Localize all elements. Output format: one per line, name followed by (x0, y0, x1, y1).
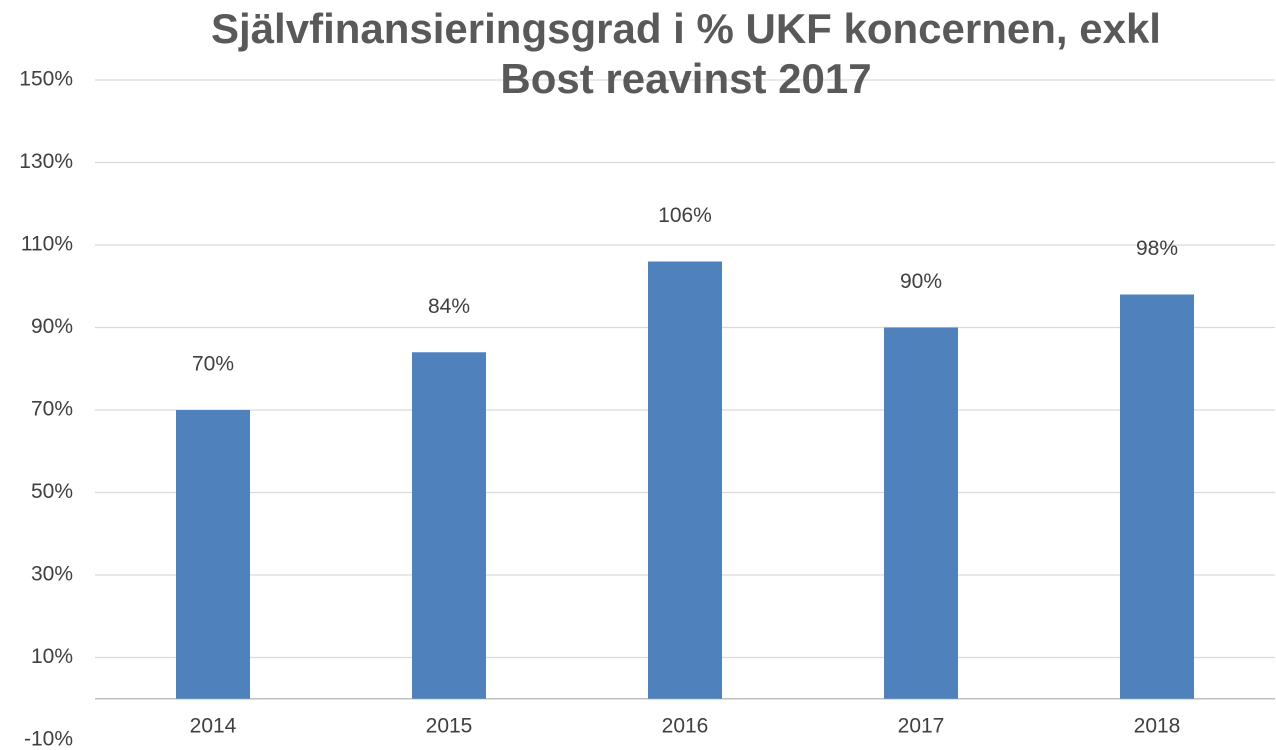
y-tick-label: 30% (31, 563, 73, 586)
data-label: 106% (658, 204, 712, 227)
chart-title: Självfinansieringsgrad i % UKF koncernen… (211, 5, 1161, 102)
y-tick-label: -10% (24, 728, 73, 750)
y-tick-label: 110% (21, 233, 73, 256)
y-tick-label: 70% (31, 398, 73, 421)
x-tick-label: 2014 (190, 715, 237, 738)
bar (412, 352, 486, 699)
y-tick-label: 50% (31, 480, 73, 503)
x-tick-label: 2015 (426, 715, 473, 738)
data-label: 84% (428, 295, 470, 318)
data-label: 70% (192, 353, 234, 376)
y-tick-label: 10% (31, 645, 73, 668)
y-tick-label: 130% (19, 150, 73, 173)
data-label: 98% (1136, 237, 1178, 260)
bar (1120, 294, 1194, 699)
bar (884, 327, 958, 699)
bar (648, 261, 722, 699)
x-tick-label: 2018 (1134, 715, 1181, 738)
y-tick-label: 90% (31, 315, 73, 338)
y-tick-label: 150% (19, 68, 73, 91)
x-tick-label: 2016 (662, 715, 709, 738)
bar (176, 410, 250, 699)
data-label: 90% (900, 270, 942, 293)
x-tick-label: 2017 (898, 715, 945, 738)
